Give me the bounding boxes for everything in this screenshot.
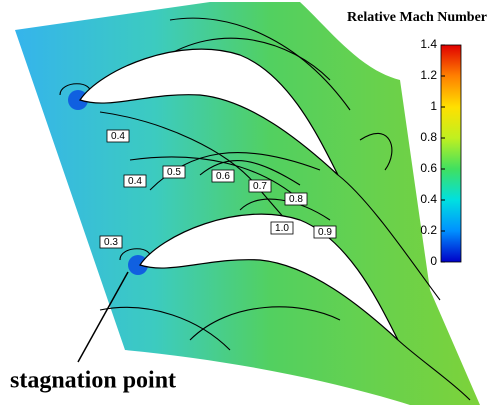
flow-field bbox=[15, 2, 480, 405]
colorbar-tick-label: 0.6 bbox=[420, 161, 437, 175]
colorbar-tick-label: 0.8 bbox=[420, 130, 437, 144]
contour-label: 0.8 bbox=[289, 194, 303, 205]
chart: 0.4 0.4 0.5 0.6 0.7 0.8 1.0 0.9 0.3 Relative Mac… bbox=[0, 0, 492, 408]
colorbar-tick-label: 0 bbox=[430, 254, 437, 268]
colorbar bbox=[441, 45, 461, 262]
contour-label: 0.9 bbox=[318, 227, 332, 238]
contour-label: 0.4 bbox=[111, 131, 125, 142]
contour-label: 0.6 bbox=[216, 171, 230, 182]
contour-label: 0.4 bbox=[128, 176, 142, 187]
contour-label: 0.7 bbox=[253, 181, 267, 192]
colorbar-tick-label: 0.4 bbox=[420, 192, 437, 206]
colorbar-title: Relative Mach Number bbox=[347, 10, 487, 25]
annotation: stagnation point bbox=[10, 368, 176, 394]
contour-label: 1.0 bbox=[275, 223, 289, 234]
page: {"chart_data": { "type": "contour", "tit… bbox=[0, 0, 492, 408]
contour-label: 0.5 bbox=[167, 167, 181, 178]
colorbar-tick-label: 0.2 bbox=[420, 223, 437, 237]
colorbar-tick-label: 1.4 bbox=[420, 37, 437, 51]
colorbar-tick-label: 1 bbox=[430, 99, 437, 113]
contour-label: 0.3 bbox=[104, 237, 118, 248]
colorbar-tick-label: 1.2 bbox=[420, 68, 437, 82]
